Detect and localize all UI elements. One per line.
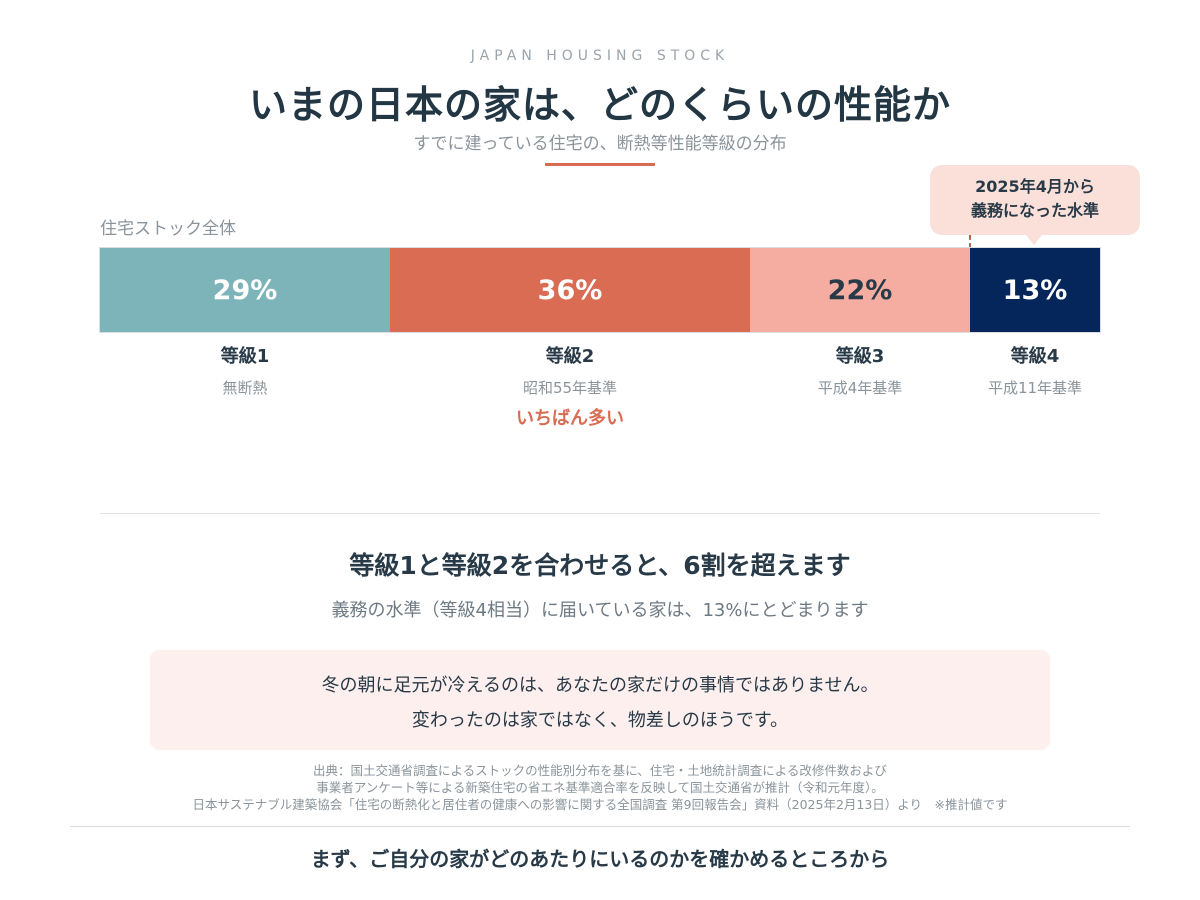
callout-dashed-marker: [969, 235, 971, 248]
footer-message: まず、ご自分の家がどのあたりにいるのかを確かめるところから: [310, 847, 890, 871]
grade-name: 等級3: [835, 346, 885, 367]
note-box: 冬の朝に足元が冷えるのは、あなたの家だけの事情ではありません。 変わったのは家で…: [150, 650, 1050, 750]
bar-segment-grade-3: 22%: [750, 248, 970, 332]
grade-standard: 無断熱: [222, 379, 268, 397]
chart-category-label: 住宅ストック全体: [100, 219, 236, 239]
footer-divider: [70, 826, 1130, 827]
note-line-2: 変わったのは家ではなく、物差しのほうです。: [411, 710, 789, 731]
bar-segment-grade-1: 29%: [100, 248, 390, 332]
grade-label-4: 等級4 平成11年基準: [935, 342, 1135, 398]
source-line-1: 出典：国土交通省調査によるストックの性能別分布を基に、住宅・土地統計調査による改…: [313, 763, 887, 778]
callout-tail: [1026, 235, 1042, 245]
bar-value-label: 29%: [212, 274, 278, 306]
grade-name: 等級4: [1010, 346, 1060, 367]
callout-line-1: 2025年4月から: [975, 177, 1095, 196]
page-title: いまの日本の家は、どのくらいの性能か: [248, 83, 951, 127]
bar-value-label: 36%: [537, 274, 603, 306]
callout-line-2: 義務になった水準: [970, 201, 1099, 220]
source-citation: 出典：国土交通省調査によるストックの性能別分布を基に、住宅・土地統計調査による改…: [0, 762, 1200, 813]
section-divider: [100, 513, 1100, 514]
grade-standard: 平成11年基準: [987, 379, 1083, 397]
summary-headline: 等級1と等級2を合わせると、6割を超えます: [349, 551, 851, 580]
mandatory-standard-callout: 2025年4月から 義務になった水準: [930, 165, 1140, 235]
grade-label-1: 等級1 無断熱: [145, 342, 345, 398]
note-line-1: 冬の朝に足元が冷えるのは、あなたの家だけの事情ではありません。: [321, 675, 879, 696]
page-subtitle: すでに建っている住宅の、断熱等性能等級の分布: [413, 134, 787, 154]
bar-value-label: 22%: [827, 274, 893, 306]
source-line-2: 事業者アンケート等による新築住宅の省エネ基準適合率を反映して国土交通省が推計（令…: [316, 780, 884, 795]
bar-segment-grade-2: 36%: [390, 248, 750, 332]
stacked-bar: 29% 36% 22% 13%: [99, 247, 1101, 333]
bar-value-label: 13%: [1002, 274, 1068, 306]
grade-label-3: 等級3 平成4年基準: [760, 342, 960, 398]
grade-name: 等級2: [545, 346, 595, 367]
source-line-3: 日本サステナブル建築協会「住宅の断熱化と居住者の健康への影響に関する全国調査 第…: [192, 797, 1008, 812]
grade-name: 等級1: [220, 346, 270, 367]
summary-subline: 義務の水準（等級4相当）に届いている家は、13%にとどまります: [331, 600, 869, 621]
bar-segment-grade-4: 13%: [970, 248, 1100, 332]
most-common-note: いちばん多い: [516, 408, 624, 429]
grade-label-2: 等級2 昭和55年基準: [470, 342, 670, 398]
grade-standard: 昭和55年基準: [522, 379, 618, 397]
grade-standard: 平成4年基準: [817, 379, 903, 397]
eyebrow-label: JAPAN HOUSING STOCK: [470, 48, 730, 64]
title-underline: [545, 163, 655, 166]
